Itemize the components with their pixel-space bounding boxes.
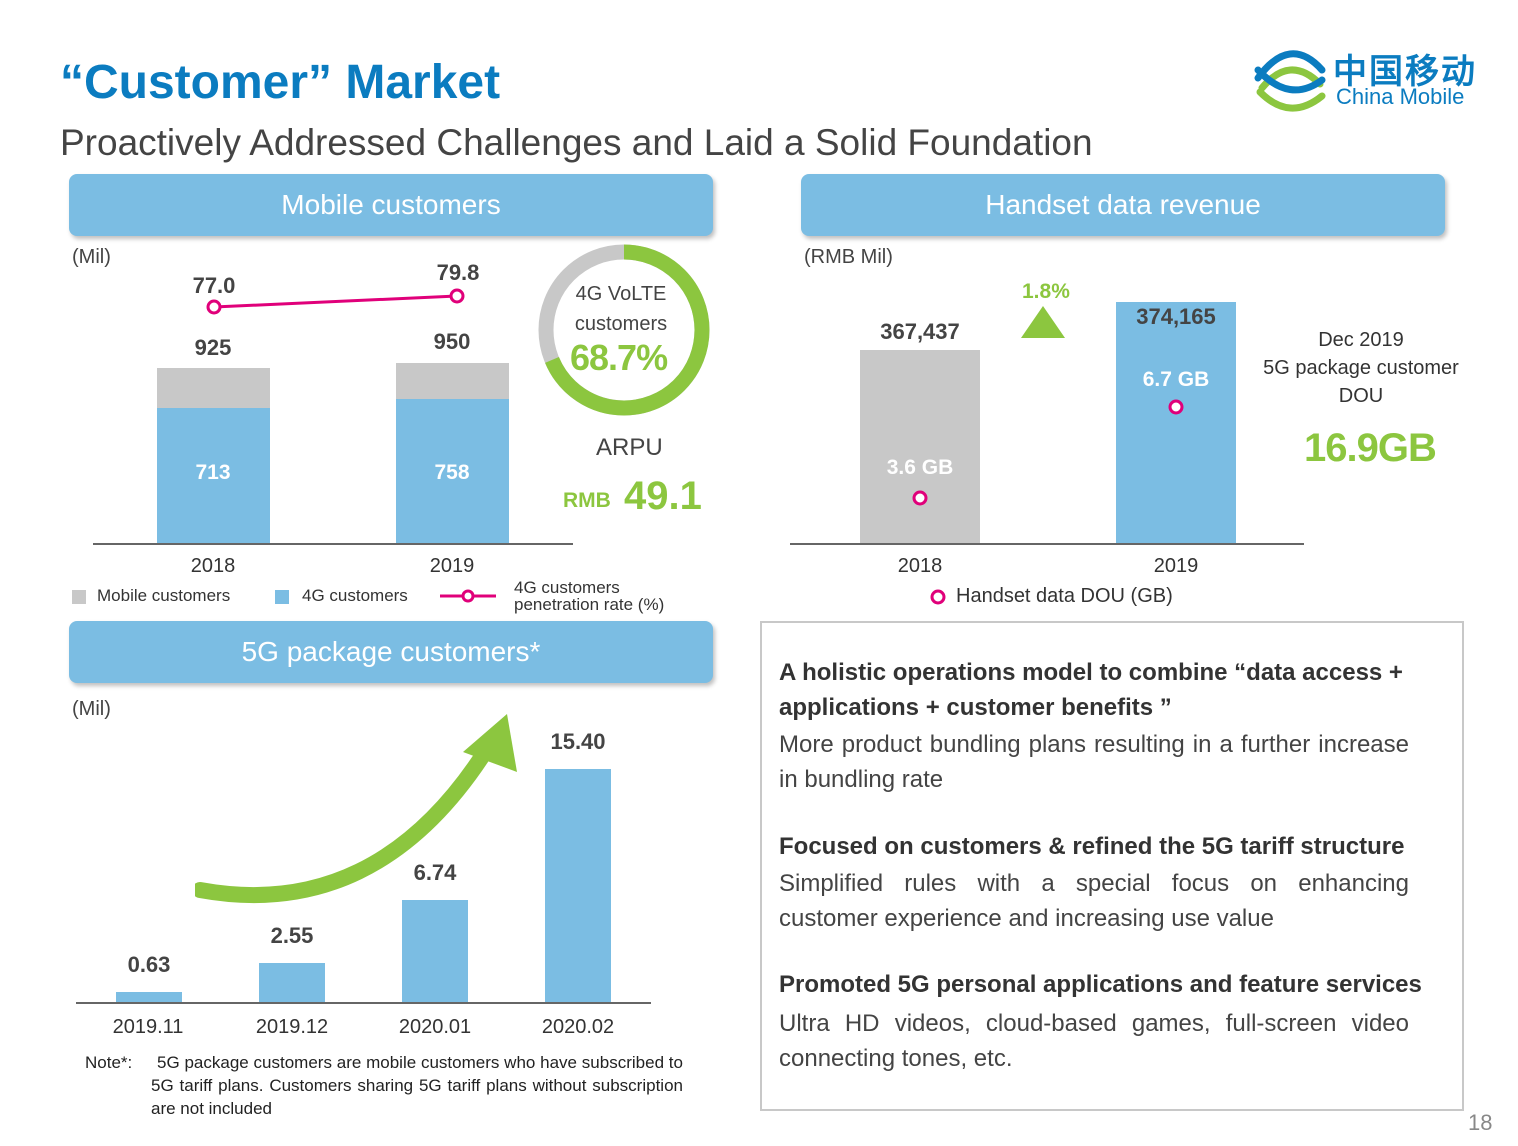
handset-label-2019: 374,165 <box>1136 304 1216 329</box>
mobile-bar-4g-2018 <box>157 407 270 543</box>
dou-point-2019 <box>1168 399 1184 415</box>
growth-arrow-icon <box>195 714 517 904</box>
mobile-bar-4g-2019 <box>396 399 509 543</box>
legend-line-icon <box>440 589 496 603</box>
arpu-currency: RMB <box>563 489 611 512</box>
highlight-2-heading: Focused on customers & refined the 5G ta… <box>779 833 1405 860</box>
volte-label-line2: customers <box>574 313 668 335</box>
fiveg-bar-2020-01 <box>402 899 468 1002</box>
fiveg-label-2020-02: 15.40 <box>550 728 606 754</box>
legend-label-4g: 4G customers <box>302 586 408 605</box>
growth-triangle-icon <box>1021 306 1065 338</box>
dou-label-2018: 3.6 GB <box>886 456 954 479</box>
page-subtitle: Proactively Addressed Challenges and Lai… <box>60 122 1093 163</box>
handset-xtick-2018: 2018 <box>897 555 943 577</box>
highlight-3-body: Ultra HD videos, cloud-based games, full… <box>779 1010 1409 1072</box>
fiveg-label-2020-01: 6.74 <box>413 859 457 885</box>
penetration-label-2019: 79.8 <box>436 260 480 285</box>
dou-points-svg <box>912 306 1184 506</box>
fiveg-label-2019-12: 2.55 <box>270 923 314 949</box>
fiveg-bar-2019-11 <box>116 992 182 1002</box>
fiveg-xtick-2019-12: 2019.12 <box>255 1016 329 1038</box>
highlight-2: Focused on customers & refined the 5G ta… <box>779 829 1455 936</box>
dou-5g-note-line2: 5G package customer <box>1263 357 1459 379</box>
fiveg-footnote: Note*: 5G package customers are mobile c… <box>85 1051 683 1120</box>
volte-donut-arc <box>538 244 710 416</box>
growth-label: 1.8% <box>1022 280 1070 303</box>
penetration-line <box>213 294 458 309</box>
volte-donut <box>538 244 710 416</box>
mobile-xtick-2019: 2019 <box>429 555 475 577</box>
highlight-2-body: Simplified rules with a special focus on… <box>779 870 1409 932</box>
mobile-4g-label-2019: 758 <box>434 461 470 484</box>
penetration-point-2018 <box>206 299 222 315</box>
logo-text-en: China Mobile <box>1336 84 1465 109</box>
page-title: “Customer” Market <box>60 56 501 109</box>
fiveg-xtick-2020-01: 2020.01 <box>398 1016 472 1038</box>
volte-label: 4G VoLTE customers <box>560 279 682 339</box>
dou-5g-note-line3: DOU <box>1338 385 1384 407</box>
volte-value: 68.7% <box>570 337 668 378</box>
highlight-1-heading: A holistic operations model to combine “… <box>779 659 1403 721</box>
legend-label-mobile: Mobile customers <box>97 586 231 605</box>
mobile-customers-banner: Mobile customers <box>69 174 713 236</box>
handset-revenue-banner: Handset data revenue <box>801 174 1445 236</box>
legend-swatch-mobile <box>72 590 86 604</box>
legend-dou-icon <box>930 589 946 605</box>
dou-5g-note-line1: Dec 2019 <box>1318 329 1404 351</box>
legend-penetration-line1: 4G customers <box>514 578 620 597</box>
handset-label-2018: 367,437 <box>880 319 960 344</box>
fiveg-xtick-2019-11: 2019.11 <box>112 1016 184 1038</box>
legend-penetration-line2: penetration rate (%) <box>514 595 665 614</box>
penetration-point-2019 <box>449 288 465 304</box>
highlight-1-body: More product bundling plans resulting in… <box>779 731 1409 793</box>
legend-dou-label: Handset data DOU (GB) <box>956 585 1173 607</box>
highlights-box: A holistic operations model to combine “… <box>760 621 1464 1111</box>
fiveg-bar-2020-02 <box>545 768 611 1002</box>
footnote-text: 5G package customers are mobile customer… <box>151 1053 683 1118</box>
legend-label-penetration: 4G customers penetration rate (%) <box>514 579 664 613</box>
fiveg-label-2019-11: 0.63 <box>127 952 171 978</box>
dou-point-2018 <box>912 490 928 506</box>
handset-xtick-2019: 2019 <box>1153 555 1199 577</box>
mobile-total-label-2019: 950 <box>433 329 471 354</box>
mobile-axis-line <box>93 543 573 545</box>
handset-bar-2019 <box>1116 302 1236 543</box>
arpu-label: ARPU <box>596 434 663 461</box>
handset-bar-2018 <box>860 349 980 543</box>
handset-axis-line <box>790 543 1304 545</box>
logo-text-cn: 中国移动 <box>1333 53 1477 91</box>
penetration-line-svg <box>206 288 465 315</box>
dou-label-2019: 6.7 GB <box>1142 368 1210 391</box>
highlight-1: A holistic operations model to combine “… <box>779 655 1455 797</box>
fiveg-unit-label: (Mil) <box>72 698 111 720</box>
fiveg-customers-banner: 5G package customers* <box>69 621 713 683</box>
highlight-3: Promoted 5G personal applications and fe… <box>779 967 1455 1076</box>
fiveg-bar-2019-12 <box>259 963 325 1002</box>
fiveg-axis-line <box>76 1002 651 1004</box>
highlight-3-heading: Promoted 5G personal applications and fe… <box>779 971 1422 998</box>
dou-5g-value: 16.9GB <box>1304 426 1437 470</box>
mobile-unit-label: (Mil) <box>72 246 111 268</box>
volte-label-line1: 4G VoLTE <box>575 283 667 305</box>
page-number: 18 <box>1468 1110 1493 1135</box>
legend-swatch-4g <box>275 590 289 604</box>
footnote-prefix: Note*: <box>85 1053 133 1072</box>
china-mobile-logo-icon <box>1254 50 1326 112</box>
mobile-xtick-2018: 2018 <box>190 555 236 577</box>
mobile-total-label-2018: 925 <box>194 335 232 360</box>
fiveg-xtick-2020-02: 2020.02 <box>541 1016 615 1038</box>
arpu-value: 49.1 <box>624 474 702 518</box>
mobile-4g-label-2018: 713 <box>195 461 231 484</box>
dou-5g-note: Dec 2019 5G package customer DOU <box>1250 326 1472 410</box>
handset-unit-label: (RMB Mil) <box>804 246 893 268</box>
penetration-label-2018: 77.0 <box>192 273 236 298</box>
